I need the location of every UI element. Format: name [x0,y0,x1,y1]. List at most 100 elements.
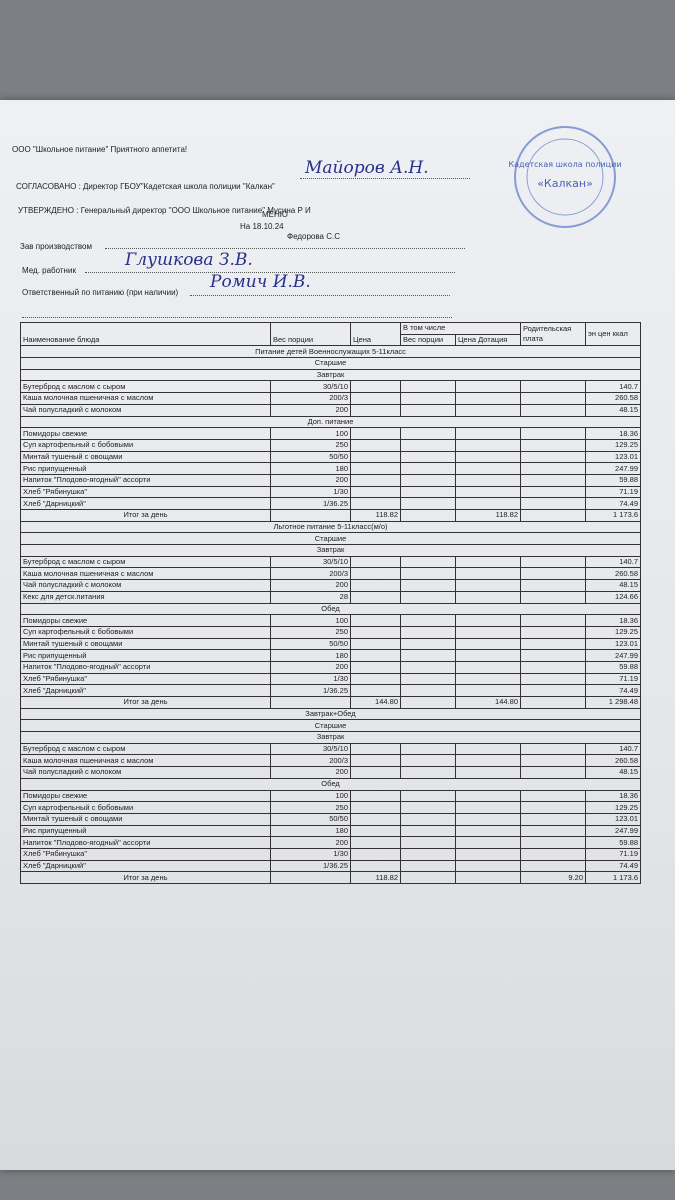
table-cell: 180 [270,824,351,838]
table-cell [455,684,521,697]
table-cell: 71.19 [585,672,641,686]
table-cell [270,696,351,709]
table-row: Старшие [20,719,641,733]
table-cell [350,649,401,662]
table-cell: 260.58 [585,754,641,768]
table-cell: 59.88 [585,660,641,674]
signature: Ромич И.В. [210,272,311,292]
table-cell [520,847,586,861]
table-cell [455,789,521,803]
table-cell [400,859,456,873]
table-row: Хлеб "Рябинушка" 1/30 71.19 [20,485,641,499]
table-cell [350,438,401,452]
date: На 18.10.24 [240,222,284,231]
table-cell [400,847,456,861]
table-cell: 74.49 [585,684,641,697]
table-cell [455,403,521,417]
table-cell [400,836,456,849]
table-row: Завтрак [20,731,641,744]
table-cell: 74.49 [585,859,641,873]
table-row: Чай полусладкий с молоком 200 48.15 [20,579,641,592]
table-cell [520,485,586,499]
table-row: Итог за день 118.82 9.20 1 173.6 [20,871,641,884]
table-cell [520,696,586,709]
table-cell: 18.36 [585,789,641,803]
table-cell: Льготное питание 5-11класс(м/о) [20,520,641,534]
table-cell [520,473,586,487]
table-cell: Питание детей Военнослужащих 5-11класс [20,345,641,359]
table-row: Рис припущенный 180 247.99 [20,824,641,838]
menu-table: Наименование блюда Вес порции Цена В том чи… [20,321,641,884]
table-cell: 59.88 [585,836,641,849]
table-cell [520,684,586,697]
table-cell: Обед [20,777,641,791]
table-cell: 100 [270,789,351,803]
table-cell: Помидоры свежие [20,614,271,627]
responsible-label: Ответственный по питанию (при наличии) [22,288,179,297]
table-row: Хлеб "Рябинушка" 1/30 71.19 [20,672,641,686]
table-row: Кекс для детск.питания 28 124.66 [20,590,641,604]
table-cell [350,836,401,849]
table-row: Каша молочная пшеничная с маслом 200/3 260… [20,567,641,581]
table-cell [350,684,401,697]
table-cell: Наименование блюда [20,321,271,347]
table-cell [455,614,521,627]
table-cell [455,742,521,756]
table-cell [520,579,586,592]
table-cell [520,567,586,581]
table-cell: 260.58 [585,392,641,405]
table-cell [400,871,456,884]
table-cell: 200 [270,766,351,779]
table-cell [455,579,521,592]
approved: УТВЕРЖДЕНО : Генеральный директор "ООО Ш… [18,206,311,215]
table-cell: Цена [350,321,401,347]
table-row: Чай полусладкий с молоком 200 48.15 [20,403,641,417]
table-cell: Чай полусладкий с молоком [20,403,271,417]
table-cell [400,509,456,522]
table-row: Хлеб "Дарницкий" 1/36.25 74.49 [20,859,641,873]
table-cell [455,497,521,510]
table-cell: Кекс для детск.питания [20,590,271,604]
table-cell: Обед [20,602,641,616]
table-cell [350,485,401,499]
table-cell: 18.36 [585,614,641,627]
table-cell: 250 [270,625,351,639]
table-cell [520,555,586,569]
table-cell: 50/50 [270,450,351,464]
table-cell [270,871,351,884]
table-cell: Минтай тушеный с овощами [20,637,271,651]
table-cell [520,660,586,674]
table-row: Доп. питание [20,415,641,429]
table-cell: 200/3 [270,754,351,768]
table-cell: Каша молочная пшеничная с маслом [20,567,271,581]
table-cell [400,742,456,756]
table-cell: Цена Дотация [455,333,521,347]
table-cell [350,497,401,510]
table-cell [350,380,401,394]
table-cell: Напиток "Плодово-ягодный" ассорти [20,473,271,487]
table-row: Каша молочная пшеничная с маслом 200/3 260… [20,754,641,768]
table-cell [350,801,401,814]
table-cell: 144.80 [455,696,521,709]
table-cell: 50/50 [270,812,351,826]
table-cell: Хлеб "Дарницкий" [20,859,271,873]
table-cell [455,649,521,662]
table-cell [455,473,521,487]
medic-label: Мед. работник [22,266,76,275]
table-cell: Рис припущенный [20,462,271,475]
table-row: Помидоры свежие 100 18.36 [20,427,641,440]
line [300,178,470,179]
table-cell [400,450,456,464]
table-cell: Завтрак [20,368,641,382]
line [85,272,455,273]
production-name: Федорова С.С [287,232,340,241]
table-cell [455,847,521,861]
table-cell: Бутерброд с маслом с сыром [20,742,271,756]
table-cell [520,497,586,510]
table-cell [455,801,521,814]
table-cell [455,754,521,768]
table-cell: Помидоры свежие [20,789,271,803]
table-cell: Хлеб "Дарницкий" [20,497,271,510]
table-cell: 250 [270,801,351,814]
table-cell [400,567,456,581]
